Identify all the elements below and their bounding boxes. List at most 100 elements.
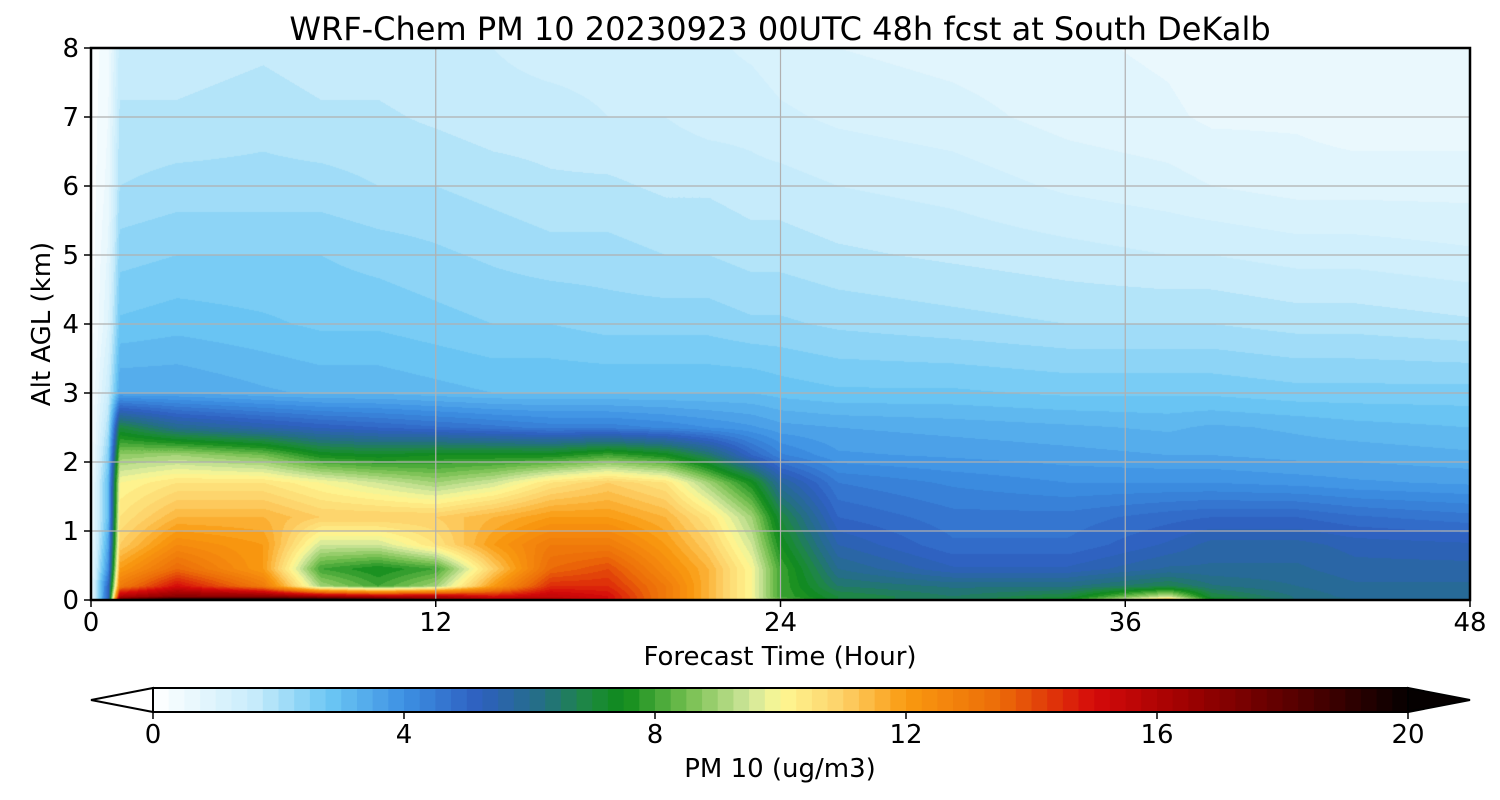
colorbar-swatch xyxy=(1031,688,1048,712)
colorbar-swatch xyxy=(231,688,248,712)
colorbar-swatch xyxy=(1015,688,1033,712)
colorbar-swatch xyxy=(560,688,578,712)
colorbar-swatch xyxy=(749,688,766,712)
colorbar-swatch xyxy=(843,688,860,712)
colorbar-swatch xyxy=(607,688,625,712)
colorbar-swatch xyxy=(325,688,342,712)
colorbar-swatch xyxy=(1188,688,1205,712)
colorbar-swatch xyxy=(184,688,201,712)
x-tick-label: 24 xyxy=(764,608,797,638)
colorbar-swatch xyxy=(811,688,829,712)
colorbar-swatch xyxy=(1047,688,1064,712)
x-tick-label: 12 xyxy=(419,608,452,638)
colorbar-swatch xyxy=(498,688,515,712)
colorbar-swatch xyxy=(921,688,938,712)
colorbar-swatch xyxy=(686,688,703,712)
colorbar-swatch xyxy=(529,688,546,712)
colorbar-swatch xyxy=(513,688,531,712)
colorbar-swatch xyxy=(482,688,499,712)
colorbar-swatch xyxy=(655,688,672,712)
colorbar-swatch xyxy=(576,688,593,712)
colorbar-swatch xyxy=(200,688,217,712)
colorbar-swatch xyxy=(937,688,954,712)
colorbar-swatch xyxy=(639,688,656,712)
x-tick-label: 36 xyxy=(1109,608,1142,638)
colorbar-swatch xyxy=(1282,688,1299,712)
colorbar-swatch xyxy=(451,688,468,712)
colorbar-swatch xyxy=(341,688,358,712)
y-tick-label: 1 xyxy=(62,517,79,547)
colorbar-swatch xyxy=(1157,688,1174,712)
colorbar-frame xyxy=(152,687,1409,713)
colorbar-tick-label: 4 xyxy=(396,720,413,750)
colorbar-swatch xyxy=(1094,688,1111,712)
colorbar-swatch xyxy=(984,688,1001,712)
colorbar-tick-label: 8 xyxy=(647,720,664,750)
colorbar-swatch xyxy=(1125,688,1142,712)
colorbar-swatch xyxy=(1219,688,1237,712)
colorbar-swatch xyxy=(278,688,295,712)
colorbar-swatch xyxy=(1078,688,1095,712)
colorbar-swatch xyxy=(890,688,907,712)
colorbar-swatch xyxy=(215,688,233,712)
colorbar-swatch xyxy=(466,688,484,712)
colorbar-swatch xyxy=(670,688,687,712)
colorbar-swatch xyxy=(1172,688,1189,712)
colorbar-swatch xyxy=(388,688,405,712)
colorbar-tick-label: 0 xyxy=(145,720,162,750)
colorbar-swatch xyxy=(372,688,389,712)
y-axis-label: Alt AGL (km) xyxy=(27,242,57,406)
colorbar-swatch xyxy=(702,688,719,712)
chart-title: WRF-Chem PM 10 20230923 00UTC 48h fcst a… xyxy=(289,10,1270,48)
colorbar-swatch xyxy=(309,688,327,712)
colorbar-extend-max-arrow xyxy=(1407,686,1471,714)
colorbar-swatch xyxy=(1204,688,1221,712)
y-tick-label: 5 xyxy=(62,241,79,271)
colorbar-swatch xyxy=(247,688,264,712)
y-tick-label: 6 xyxy=(62,172,79,202)
colorbar-swatch xyxy=(1329,688,1346,712)
colorbar-swatch xyxy=(1345,688,1362,712)
colorbar-swatch xyxy=(592,688,609,712)
colorbar: 0 4 8 12 16 20 PM 10 (ug/m3) xyxy=(90,686,1471,784)
colorbar-swatches xyxy=(153,688,1409,712)
colorbar-tick-label: 12 xyxy=(889,720,922,750)
y-tick-label: 7 xyxy=(62,103,79,133)
colorbar-tick-label: 20 xyxy=(1391,720,1424,750)
y-tick-label: 2 xyxy=(62,448,79,478)
colorbar-swatch xyxy=(262,688,280,712)
colorbar-swatch xyxy=(827,688,844,712)
colorbar-label: PM 10 (ug/m3) xyxy=(684,754,876,784)
colorbar-tick-label: 16 xyxy=(1140,720,1173,750)
colorbar-swatch xyxy=(906,688,923,712)
y-tick-label: 4 xyxy=(62,310,79,340)
colorbar-swatch xyxy=(1376,688,1393,712)
x-axis-ticks: 0 12 24 36 48 xyxy=(83,600,1487,638)
x-axis-label: Forecast Time (Hour) xyxy=(643,642,916,672)
colorbar-swatch xyxy=(294,688,311,712)
colorbar-swatch xyxy=(953,688,970,712)
colorbar-swatch xyxy=(1235,688,1252,712)
colorbar-swatch xyxy=(623,688,640,712)
colorbar-ticks: 0 4 8 12 16 20 xyxy=(145,712,1425,750)
colorbar-swatch xyxy=(717,688,735,712)
y-tick-label: 3 xyxy=(62,379,79,409)
grid-lines xyxy=(91,48,1470,600)
colorbar-swatch xyxy=(356,688,374,712)
x-tick-label: 0 xyxy=(83,608,100,638)
colorbar-swatch xyxy=(780,688,797,712)
colorbar-swatch xyxy=(1360,688,1378,712)
colorbar-swatch xyxy=(1141,688,1158,712)
x-tick-label: 48 xyxy=(1453,608,1486,638)
colorbar-swatch xyxy=(1062,688,1080,712)
colorbar-swatch xyxy=(1313,688,1331,712)
colorbar-swatch xyxy=(1392,688,1409,712)
colorbar-swatch xyxy=(796,688,813,712)
colorbar-swatch xyxy=(404,688,421,712)
y-tick-label: 0 xyxy=(62,586,79,616)
colorbar-swatch xyxy=(1109,688,1127,712)
colorbar-swatch xyxy=(419,688,436,712)
colorbar-swatch xyxy=(1298,688,1315,712)
